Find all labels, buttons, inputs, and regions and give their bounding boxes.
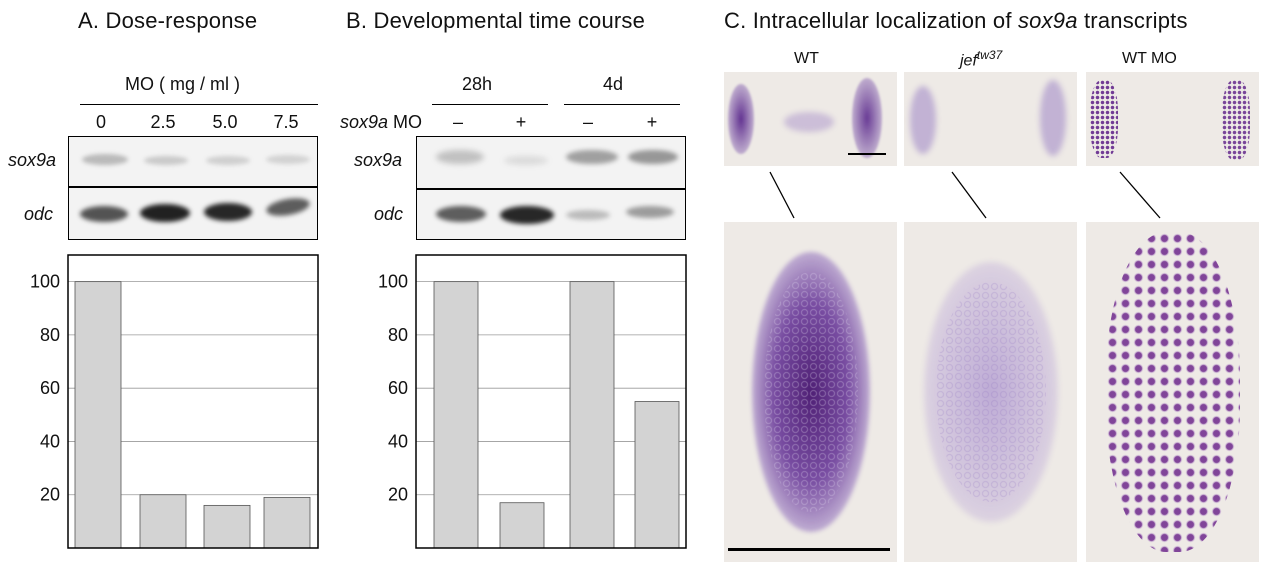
panel-b-chart-tick-label: 100 xyxy=(378,272,408,292)
panel-a-chart-tick-label: 40 xyxy=(40,431,60,451)
panel-c-col-jef-main: jef xyxy=(960,52,977,70)
micrograph-jef-zoom xyxy=(904,222,1077,562)
panel-a-group-label: MO ( mg / ml ) xyxy=(125,74,240,94)
micrograph-wt-overview xyxy=(724,72,897,166)
panel-b-title: B. Developmental time course xyxy=(346,8,646,33)
panel-b-chart-tick-label: 60 xyxy=(388,378,408,398)
panel-a-chart-tick-label: 60 xyxy=(40,378,60,398)
panel-a-blot-frame xyxy=(68,136,318,240)
panel-c-title-gene: sox9a xyxy=(1017,8,1078,33)
panel-c-col-jef-sup: tw37 xyxy=(976,48,1003,62)
panel-c-title-post: transcripts xyxy=(1077,8,1188,33)
micrograph-wt-zoom xyxy=(724,222,897,562)
panel-a-chart-bar xyxy=(203,504,251,549)
panel-b-lane-label: + xyxy=(646,112,658,132)
scale-bar-small xyxy=(848,153,886,155)
panel-a-chart: 20 40 60 80 100 xyxy=(30,254,319,549)
panel-b-chart-plot-frame xyxy=(415,254,687,549)
panel-b-blot-divider xyxy=(416,188,686,190)
panel-b-lane-label: + xyxy=(515,112,527,132)
panel-b-row-label-sox9a: sox9a xyxy=(354,150,403,170)
panel-a-group-line xyxy=(80,104,318,105)
panel-b-chart-bar xyxy=(499,502,545,549)
panel-b-lane-label: – xyxy=(582,112,594,132)
panel-b-row-label-odc: odc xyxy=(374,204,404,224)
micrograph-wtmo-zoom xyxy=(1086,222,1259,562)
panel-b-group-28h: 28h xyxy=(462,74,493,94)
panel-a-chart-tick-label: 80 xyxy=(40,325,60,345)
panel-c-col-jef: jeftw37 xyxy=(960,48,1002,70)
panel-c-col-wtmo: WT MO xyxy=(1122,50,1177,67)
panel-c-connectors xyxy=(769,171,1161,219)
panel-a-chart-bar xyxy=(139,494,187,549)
panel-a-row-label-sox9a: sox9a xyxy=(8,150,57,170)
panel-a-blot xyxy=(68,136,318,240)
micrograph-jef-overview xyxy=(904,72,1077,166)
panel-b-mo-label-suffix: MO xyxy=(388,112,423,132)
panel-b-chart-bar xyxy=(634,401,680,549)
micrograph-wtmo-overview xyxy=(1086,72,1259,166)
panel-b-chart-tick-label: 40 xyxy=(388,431,408,451)
panel-a-row-label-odc: odc xyxy=(24,204,54,224)
panel-a-chart-plot-frame xyxy=(67,254,319,549)
panel-b-group-4d: 4d xyxy=(603,74,624,94)
panel-b-chart: 20 40 60 80 100 xyxy=(378,254,687,549)
panel-c-title: C. Intracellular localization of sox9a t… xyxy=(724,8,1188,34)
panel-a-lane-label: 7.5 xyxy=(273,112,299,132)
panel-a-chart-tick-label: 100 xyxy=(30,272,60,292)
panel-b-chart-bar xyxy=(433,281,479,549)
panel-a-chart-bar xyxy=(74,281,122,549)
panel-c-col-wt: WT xyxy=(794,50,819,67)
scale-bar-large xyxy=(728,548,890,551)
panel-a-lane-label: 0 xyxy=(95,112,107,132)
panel-b-mo-label: sox9a MO xyxy=(340,112,422,133)
panel-b-mo-label-gene: sox9a xyxy=(340,112,389,132)
panel-b-chart-tick-label: 20 xyxy=(388,485,408,505)
panel-a-blot-divider xyxy=(68,186,318,188)
panel-a-lane-label: 2.5 xyxy=(150,112,176,132)
panel-b-chart-tick-label: 80 xyxy=(388,325,408,345)
panel-a-title: A. Dose-response xyxy=(78,8,258,33)
panel-a-chart-bar xyxy=(263,496,311,549)
panel-b-group-line-28h xyxy=(432,104,548,105)
panel-b-group-line-4d xyxy=(564,104,680,105)
panel-a-chart-tick-label: 20 xyxy=(40,485,60,505)
panel-b-lane-label: – xyxy=(452,112,464,132)
panel-a-lane-label: 5.0 xyxy=(212,112,238,132)
panel-b-chart-bar xyxy=(569,281,615,549)
panel-c-title-pre: C. Intracellular localization of xyxy=(724,8,1018,33)
